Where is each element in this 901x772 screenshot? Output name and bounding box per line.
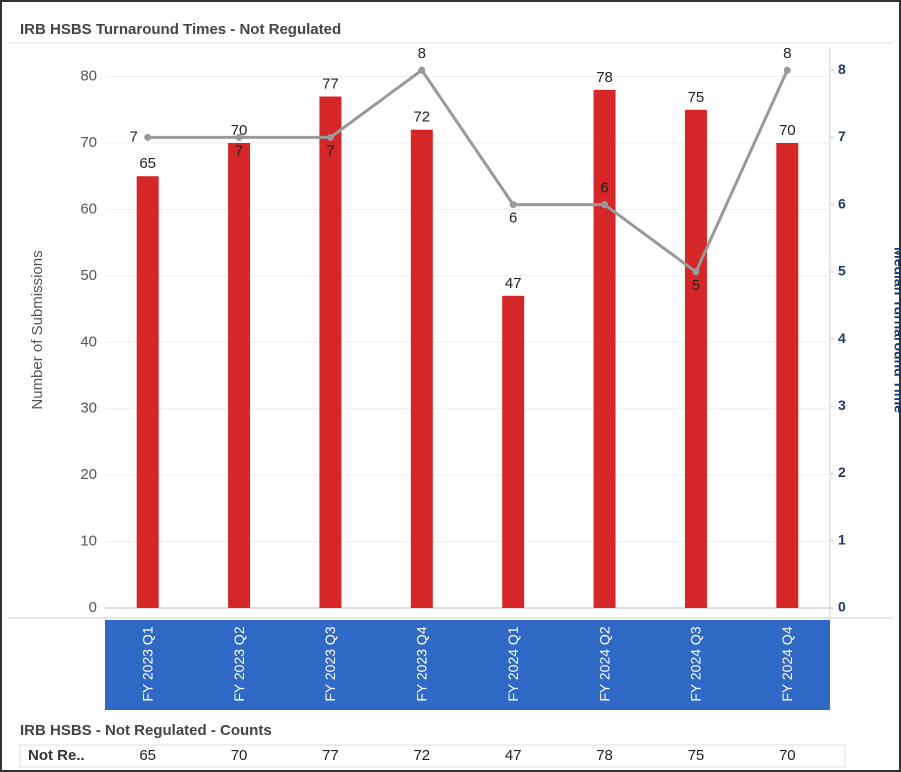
y-axis-label: Number of Submissions	[29, 250, 46, 409]
x-tick-label: FY 2024 Q1	[505, 626, 521, 701]
y-tick-label: 60	[80, 200, 97, 217]
y2-tick-label: 3	[838, 397, 846, 413]
bar-label: 70	[779, 122, 796, 139]
y2-tick-label: 1	[838, 531, 846, 547]
line	[147, 68, 789, 275]
x-tick-label: FY 2024 Q3	[688, 626, 704, 701]
y2-tick-label: 4	[838, 330, 846, 346]
bar-label: 70	[231, 122, 248, 139]
table-row	[19, 744, 846, 768]
line-label: 8	[783, 45, 791, 62]
line-point	[509, 201, 517, 209]
y2-tick-label: 0	[838, 599, 846, 615]
table-cell: 65	[139, 747, 156, 764]
line-point	[692, 268, 700, 276]
y-tick-label: 80	[80, 68, 97, 85]
bar-label: 77	[322, 75, 339, 92]
bar-label: 72	[413, 109, 430, 126]
category-band	[105, 620, 830, 710]
y-tick-label: 10	[80, 533, 97, 550]
table-cell: 70	[779, 747, 796, 764]
x-tick-label: FY 2023 Q2	[231, 626, 247, 701]
y2-tick-label: 8	[838, 61, 846, 77]
bar-label: 47	[505, 275, 522, 292]
y-tick-label: 20	[80, 466, 97, 483]
bar	[228, 143, 251, 608]
bar	[593, 89, 616, 609]
line-point	[326, 133, 334, 141]
y-tick-label: 0	[89, 599, 97, 616]
chart-title: IRB HSBS Turnaround Times - Not Regulate…	[20, 21, 341, 38]
line-label: 7	[130, 128, 138, 145]
line-point	[235, 133, 243, 141]
line-point	[783, 66, 791, 74]
bar	[319, 96, 342, 608]
line-point	[601, 201, 609, 209]
bar	[410, 129, 433, 608]
bar-label: 65	[139, 155, 156, 172]
bar-label: 75	[688, 89, 705, 106]
y-tick-label: 70	[80, 134, 97, 151]
line-label: 8	[418, 45, 426, 62]
line-label: 6	[509, 210, 517, 227]
bar-label: 78	[596, 69, 613, 86]
y2-tick-label: 7	[838, 128, 846, 144]
line-point	[418, 66, 426, 74]
y2-tick-label: 6	[838, 195, 846, 211]
line-label: 7	[235, 142, 243, 159]
table-cell: 70	[231, 747, 248, 764]
line-label: 5	[692, 277, 700, 294]
x-tick-label: FY 2024 Q2	[596, 626, 612, 701]
y2-tick-label: 2	[838, 464, 846, 480]
y-tick-label: 50	[80, 267, 97, 284]
table-title: IRB HSBS - Not Regulated - Counts	[20, 722, 272, 739]
line-label: 7	[326, 142, 334, 159]
line-label: 6	[600, 180, 608, 197]
x-tick-label: FY 2024 Q4	[779, 626, 795, 701]
y2-tick-label: 5	[838, 263, 846, 279]
bar	[776, 143, 799, 608]
y-tick-label: 40	[80, 333, 97, 350]
table-cell: 75	[688, 747, 705, 764]
line-point	[144, 133, 152, 141]
x-tick-label: FY 2023 Q3	[322, 626, 338, 701]
x-tick-label: FY 2023 Q4	[414, 626, 430, 701]
bar	[502, 295, 525, 608]
table-cell: 72	[413, 747, 430, 764]
table-cell: 77	[322, 747, 339, 764]
y2-axis-label: Median Turnaround Time	[891, 247, 901, 413]
y-tick-label: 30	[80, 400, 97, 417]
bar	[136, 176, 159, 608]
table-cell: 78	[596, 747, 613, 764]
x-tick-label: FY 2023 Q1	[139, 626, 155, 701]
table-row-label: Not Re..	[28, 747, 85, 764]
bar	[684, 109, 707, 609]
table-cell: 47	[505, 747, 522, 764]
